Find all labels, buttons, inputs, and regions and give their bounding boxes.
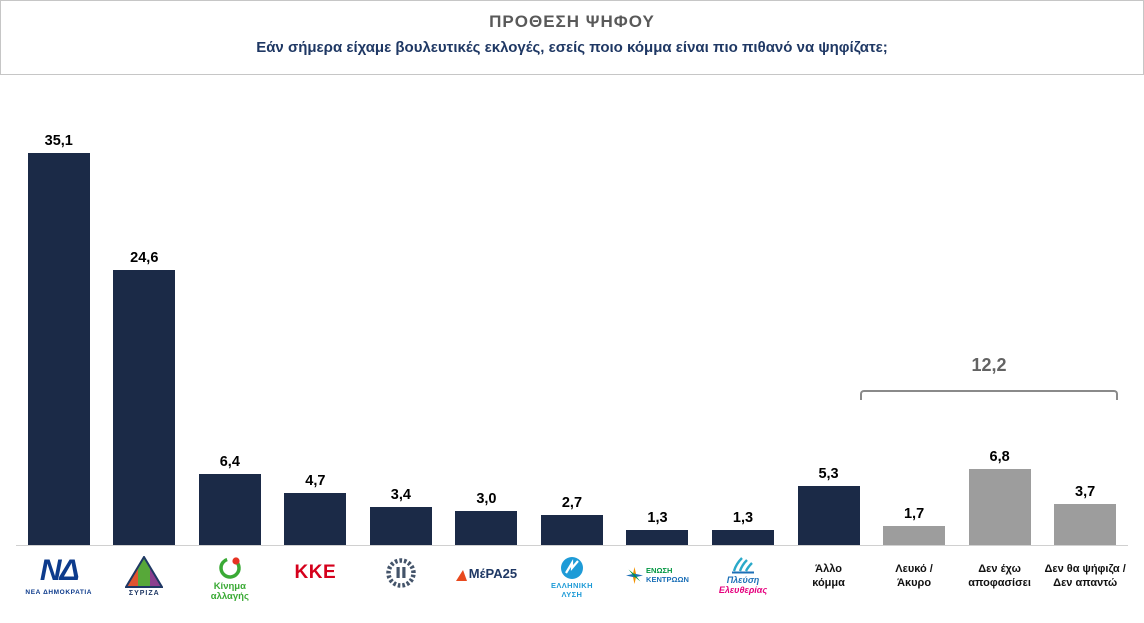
laurel-wreath-logo [386, 558, 416, 588]
bar-chart: 35,1 24,6 6,4 4,7 3,4 3,0 2,7 1,3 [16, 100, 1128, 546]
chart-column: 3,4 [358, 100, 444, 545]
bar-syriza [113, 270, 176, 545]
bar-kinima-allagis [198, 474, 261, 545]
nea-dimokratia-label: ΝΕΑ ΔΗΜΟΚΡΑΤΙΑ [25, 589, 93, 596]
chart-column: 1,3 [700, 100, 786, 545]
elliniki-lysi-logo [560, 557, 583, 579]
label-allo-komma: Άλλο κόμμα [786, 551, 872, 591]
bar-den-tha-psifiza [1054, 504, 1117, 545]
page-subtitle: Εάν σήμερα είχαμε βουλευτικές εκλογές, ε… [256, 39, 888, 56]
enosi-kentroon-label-line2: ΚΕΝΤΡΩΩΝ [646, 575, 689, 584]
label-enosi-kentroon: ΕΝΩΣΗ ΚΕΝΤΡΩΩΝ [615, 551, 701, 584]
value-label: 2,7 [561, 495, 583, 511]
label-kinima-allagis: Κίνημα αλλαγής [187, 551, 273, 602]
value-label: 1,3 [732, 510, 754, 526]
value-label: 4,7 [305, 473, 326, 489]
enosi-kentroon-logo [626, 566, 644, 584]
blank-invalid-label: Λευκό / Άκυρο [895, 563, 933, 590]
undecided-label: Δεν έχω αποφασίσει [968, 563, 1031, 590]
value-label: 1,3 [647, 510, 668, 526]
undecided-group-bracket [860, 390, 1118, 400]
syriza-logo [125, 556, 164, 588]
elliniki-lysi-label-line2: ΛΥΣΗ [561, 589, 583, 599]
other-party-label: Άλλο κόμμα [812, 563, 845, 590]
chart-column: 35,1 [16, 100, 102, 545]
kinima-allagis-label-line2: αλλαγής [210, 590, 249, 602]
chart-column: 5,3 [786, 100, 872, 545]
plefsi-eleftherias-label: Πλεύση Ελευθερίας [718, 575, 768, 596]
chart-column: 6,4 [187, 100, 273, 545]
label-lefko-akyro: Λευκό / Άκυρο [871, 551, 957, 591]
undecided-group-total: 12,2 [971, 355, 1007, 375]
mera25-logo [455, 570, 467, 581]
enosi-kentroon-label: ΕΝΩΣΗ ΚΕΝΤΡΩΩΝ [646, 566, 689, 584]
bar-elliniki-lysi [540, 515, 603, 545]
value-label: 3,7 [1075, 484, 1096, 500]
chart-column: 2,7 [529, 100, 615, 545]
value-label: 6,8 [989, 449, 1010, 465]
bar-allo-komma [797, 486, 860, 545]
value-label: 5,3 [818, 466, 839, 482]
value-label: 35,1 [44, 133, 73, 149]
no-vote-label: Δεν θα ψήφιζα / Δεν απαντώ [1044, 563, 1126, 590]
bar-plefsi-eleftherias [712, 530, 775, 545]
label-nea-dimokratia: ΝΔ ΝΕΑ ΔΗΜΟΚΡΑΤΙΑ [16, 551, 102, 597]
bar-lefko-akyro [883, 526, 946, 545]
label-mera25: ΜέΡΑ25 [444, 551, 530, 581]
syriza-label: ΣΥΡΙΖΑ [128, 590, 160, 597]
value-label: 3,0 [476, 491, 497, 507]
value-label: 1,7 [903, 506, 925, 522]
kke-logo: ΚΚΕ [294, 562, 337, 583]
bar-den-exo-apofasisei [968, 469, 1031, 545]
plefsi-eleftherias-logo [732, 557, 755, 574]
chart-column: 4,7 [273, 100, 359, 545]
nea-dimokratia-logo: ΝΔ [39, 554, 80, 587]
chart-column: 1,3 [615, 100, 701, 545]
plefsi-label-line1: Πλεύση [726, 575, 760, 585]
bar-nea-dimokratia [27, 153, 90, 545]
kinima-allagis-label: Κίνημα αλλαγής [211, 582, 249, 602]
chart-column: 3,7 [1042, 100, 1128, 545]
label-laurel-party [358, 551, 444, 590]
kinima-allagis-logo [219, 557, 241, 579]
chart-header: ΠΡΟΘΕΣΗ ΨΗΦΟΥ Εάν σήμερα είχαμε βουλευτι… [0, 0, 1144, 75]
value-label: 3,4 [390, 487, 411, 503]
page-title: ΠΡΟΘΕΣΗ ΨΗΦΟΥ [489, 12, 655, 31]
bar-enosi-kentroon [626, 530, 689, 545]
bar-kke [284, 493, 347, 545]
category-labels: ΝΔ ΝΕΑ ΔΗΜΟΚΡΑΤΙΑ ΣΥΡΙΖΑ Κίνημα [16, 551, 1128, 602]
chart-column: 6,8 [957, 100, 1043, 545]
enosi-kentroon-label-line1: ΕΝΩΣΗ [646, 566, 673, 575]
label-syriza: ΣΥΡΙΖΑ [102, 551, 188, 597]
kinima-allagis-label-line1: Κίνημα [213, 581, 246, 592]
label-kke: ΚΚΕ [273, 551, 359, 584]
bar-laurel-party [369, 507, 432, 545]
value-label: 24,6 [130, 250, 159, 266]
plefsi-label-line2: Ελευθερίας [718, 584, 768, 595]
chart-column: 24,6 [102, 100, 188, 545]
label-elliniki-lysi: ΕΛΛΗΝΙΚΗ ΛΥΣΗ [529, 551, 615, 599]
chart-column: 1,7 [871, 100, 957, 545]
value-label: 6,4 [219, 454, 240, 470]
elliniki-lysi-label: ΕΛΛΗΝΙΚΗ ΛΥΣΗ [550, 581, 593, 599]
label-den-tha-psifiza: Δεν θα ψήφιζα / Δεν απαντώ [1042, 551, 1128, 591]
mera25-label: ΜέΡΑ25 [468, 566, 518, 581]
elliniki-lysi-label-line1: ΕΛΛΗΝΙΚΗ [550, 581, 593, 590]
label-den-exo-apofasisei: Δεν έχω αποφασίσει [957, 551, 1043, 591]
label-plefsi-eleftherias: Πλεύση Ελευθερίας [700, 551, 786, 596]
chart-column: 3,0 [444, 100, 530, 545]
bar-mera25 [455, 511, 518, 545]
